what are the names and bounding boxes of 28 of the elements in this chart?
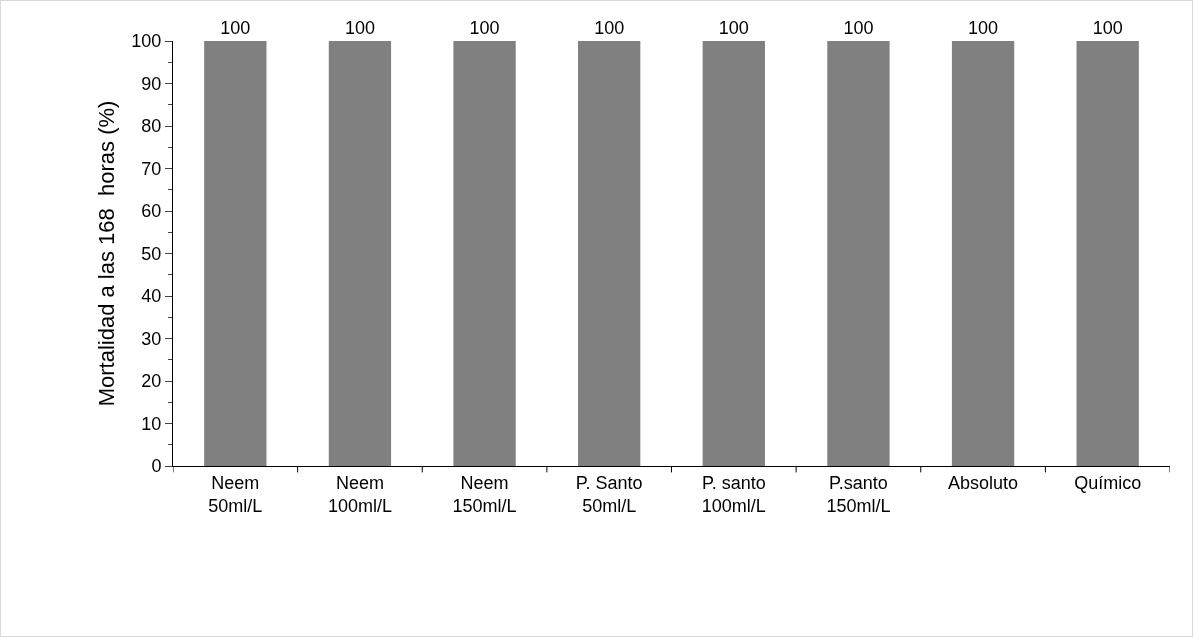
y-tick-label: 60 xyxy=(141,201,162,222)
data-label: 100 xyxy=(344,18,375,38)
y-tick-label: 50 xyxy=(141,243,162,264)
data-label: 100 xyxy=(843,18,874,38)
y-tick-label: 0 xyxy=(151,456,162,477)
y-tick-label: 20 xyxy=(141,371,162,392)
data-label: 100 xyxy=(718,18,749,38)
x-tick-label: Neem 100ml/L xyxy=(327,472,392,516)
data-label: 100 xyxy=(220,18,251,38)
x-tick-label: Químico xyxy=(1074,472,1142,493)
data-label: 100 xyxy=(968,18,999,38)
x-tick-label: P.santo 150ml/L xyxy=(826,472,891,516)
y-tick-label: 30 xyxy=(141,328,162,349)
y-tick-label: 70 xyxy=(141,158,162,179)
data-label: 100 xyxy=(594,18,625,38)
x-tick-label: P. santo 100ml/L xyxy=(701,472,766,516)
data-label: 100 xyxy=(469,18,500,38)
y-tick-label: 10 xyxy=(141,413,162,434)
x-tick-label: P. Santo 50ml/L xyxy=(575,472,643,516)
y-tick-label: 40 xyxy=(141,286,162,307)
x-tick-label: Absoluto xyxy=(948,472,1019,493)
y-tick-label: 80 xyxy=(141,116,162,137)
data-label: 100 xyxy=(1092,18,1123,38)
y-axis-title: Mortalidad a las 168 horas (%) xyxy=(94,100,120,407)
x-tick-label: Neem 50ml/L xyxy=(208,472,263,516)
y-tick-label: 90 xyxy=(141,73,162,94)
y-tick-label: 100 xyxy=(131,31,162,52)
x-tick-label: Neem 150ml/L xyxy=(452,472,517,516)
